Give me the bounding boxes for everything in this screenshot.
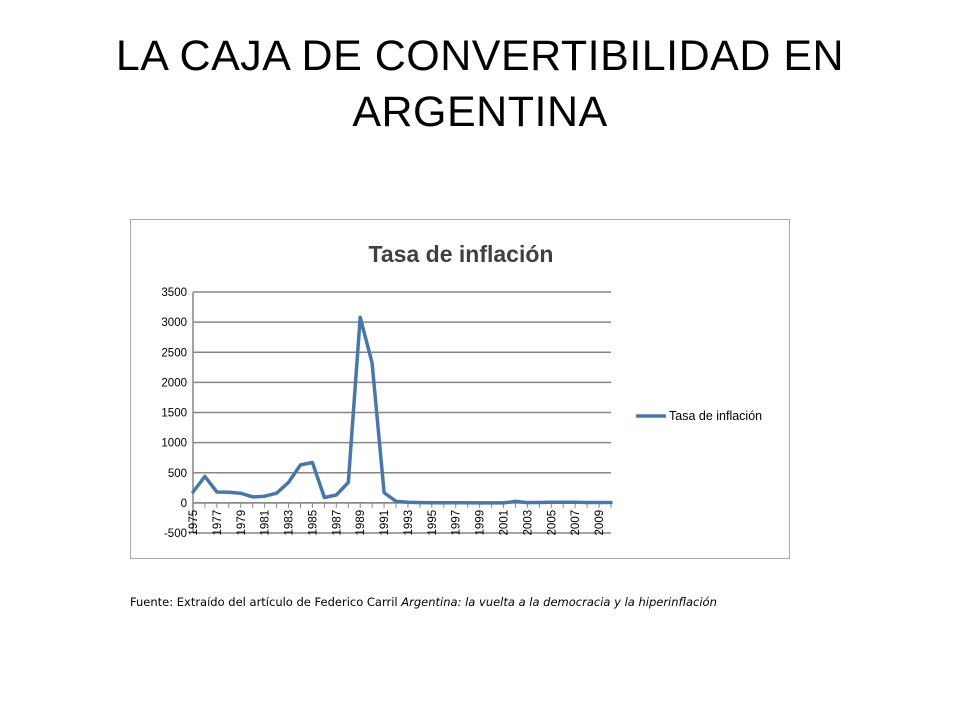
y-tick-label: 3500 bbox=[161, 287, 187, 299]
x-tick-label: 1991 bbox=[379, 510, 391, 536]
y-tick-label: 2500 bbox=[161, 347, 187, 359]
source-note: Fuente: Extraído del artículo de Federic… bbox=[130, 593, 770, 611]
line-chart: Tasa de inflación -500 0 500 1000 1500 2000 25… bbox=[161, 241, 762, 540]
chart-title: Tasa de inflación bbox=[369, 241, 554, 267]
x-tick-label: 1983 bbox=[284, 510, 296, 536]
chart-container: Tasa de inflación -500 0 500 1000 1500 2000 25… bbox=[130, 219, 790, 559]
legend: Tasa de inflación bbox=[636, 409, 762, 423]
y-tick-label: 3000 bbox=[161, 317, 187, 329]
y-tick-label: 1500 bbox=[161, 408, 187, 420]
x-tick-label: 1993 bbox=[403, 510, 415, 536]
series-lines bbox=[191, 315, 613, 505]
y-tick-label: 2000 bbox=[161, 377, 187, 389]
x-tick-label: 1985 bbox=[307, 510, 319, 536]
slide-title: LA CAJA DE CONVERTIBILIDAD EN ARGENTINA bbox=[115, 32, 845, 136]
x-tick-label: 1979 bbox=[236, 510, 248, 536]
y-tick-label: 500 bbox=[168, 468, 187, 480]
y-tick-label: -500 bbox=[164, 528, 187, 540]
x-tick-label: 1999 bbox=[475, 510, 487, 536]
x-tick-labels: 1975 1977 1979 1981 1983 1985 1987 1989 1991 1993… bbox=[188, 510, 606, 536]
x-tick-label: 1995 bbox=[427, 510, 439, 536]
x-tick-label: 1977 bbox=[212, 510, 224, 536]
x-tick-label: 1987 bbox=[331, 510, 343, 536]
y-tick-labels: -500 0 500 1000 1500 2000 2500 3000 3500 bbox=[161, 287, 187, 540]
x-tick-label: 1975 bbox=[188, 510, 200, 536]
x-tick-label: 2009 bbox=[594, 510, 606, 536]
x-tick-label: 2001 bbox=[499, 510, 511, 536]
x-tick-label: 1989 bbox=[355, 510, 367, 536]
x-tick-label: 2003 bbox=[522, 510, 534, 536]
x-tick-label: 1981 bbox=[260, 510, 272, 536]
x-tick-label: 2005 bbox=[546, 510, 558, 536]
x-tick-label: 1997 bbox=[451, 510, 463, 536]
x-tick-label: 2007 bbox=[570, 510, 582, 536]
source-article-title: Argentina: la vuelta a la democracia y l… bbox=[401, 595, 717, 609]
legend-label: Tasa de inflación bbox=[669, 409, 762, 423]
source-prefix: Fuente: Extraído del artículo de Federic… bbox=[130, 595, 402, 609]
y-tick-label: 0 bbox=[181, 498, 187, 510]
y-tick-label: 1000 bbox=[161, 438, 187, 450]
series-line bbox=[191, 315, 613, 505]
